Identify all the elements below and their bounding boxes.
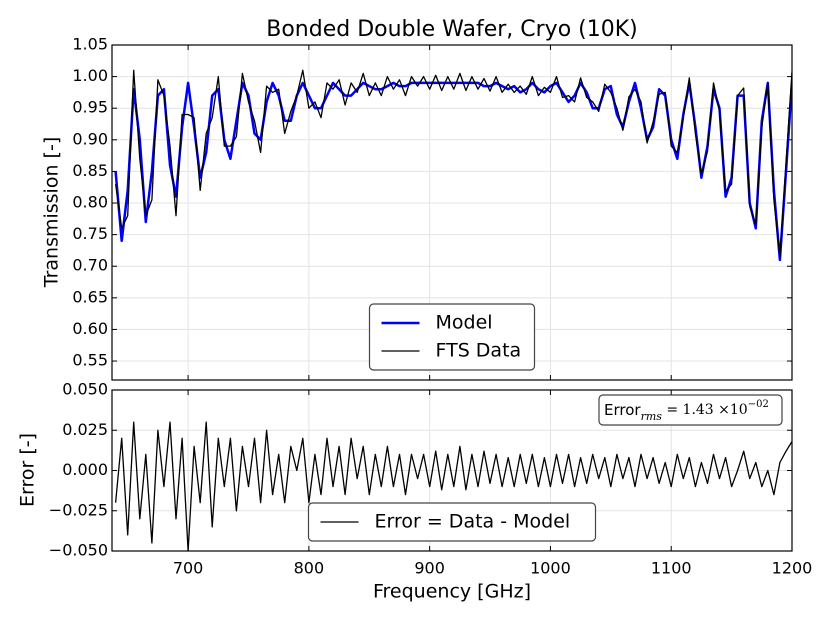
x-axis-label: Frequency [GHz]: [373, 581, 531, 603]
y-tick-label: 0.050: [62, 380, 108, 399]
x-tick-label: 800: [294, 559, 325, 578]
x-tick-label: 1100: [651, 559, 692, 578]
annotation-value: = 1.43 ×10: [662, 402, 748, 418]
plot-area: [114, 69, 792, 262]
chart-title: Bonded Double Wafer, Cryo (10K): [266, 17, 638, 42]
y-tick-label: 0.75: [72, 224, 108, 243]
x-tick-label: 900: [414, 559, 445, 578]
y-tick-label: 0.85: [72, 161, 108, 180]
legend-label: FTS Data: [436, 340, 522, 362]
series-line: [114, 421, 792, 551]
y-tick-label: 0.80: [72, 193, 108, 212]
legend-box: [368, 303, 536, 371]
y-axis-label: Error [-]: [17, 433, 39, 507]
plot-area: [114, 421, 792, 551]
x-tick-label: 1000: [530, 559, 571, 578]
plot-frame: [111, 44, 793, 381]
annotation-box: [598, 394, 783, 426]
y-tick-label: 0.95: [72, 98, 108, 117]
y-tick-label: 0.025: [62, 420, 108, 439]
y-tick-label: 0.70: [72, 256, 108, 275]
legend-label: Error = Data - Model: [375, 511, 571, 533]
y-tick-label: 0.000: [62, 460, 108, 479]
y-tick-label: 0.55: [72, 351, 108, 370]
annotation: Errorrms = 1.43 ×10−02: [604, 399, 769, 423]
legend-label: Model: [436, 312, 493, 334]
y-tick-label: −0.050: [49, 541, 108, 560]
series-line: [114, 69, 792, 258]
x-tick-label: 1200: [772, 559, 813, 578]
legend-box: [307, 502, 597, 542]
annotation-text: Error: [604, 401, 641, 419]
y-tick-label: 0.90: [72, 129, 108, 148]
annotation-exponent: −02: [748, 399, 769, 410]
y-tick-label: 0.60: [72, 319, 108, 338]
y-tick-label: 1.05: [72, 35, 108, 54]
y-tick-label: 1.00: [72, 66, 108, 85]
y-tick-label: −0.025: [49, 500, 108, 519]
annotation-subscript: rms: [641, 410, 663, 423]
plot-frame: [111, 389, 793, 552]
x-tick-label: 700: [173, 559, 204, 578]
y-tick-label: 0.65: [72, 287, 108, 306]
y-axis-label: Transmission [-]: [41, 137, 63, 288]
